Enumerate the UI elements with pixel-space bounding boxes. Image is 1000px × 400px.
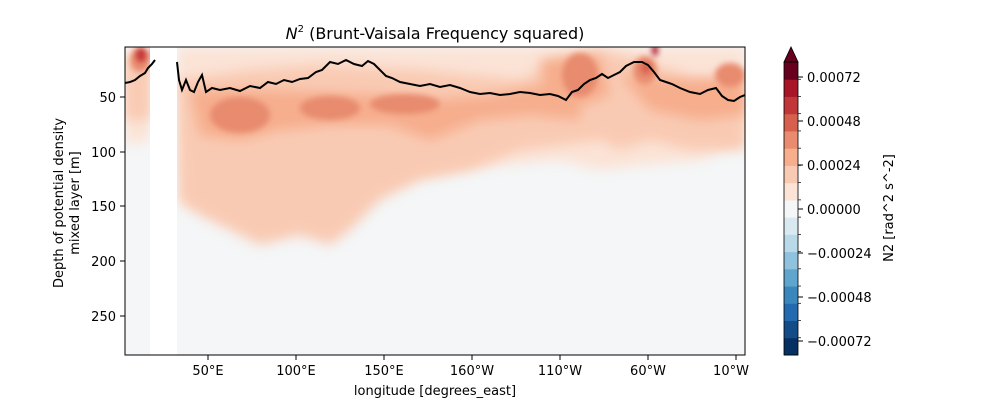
colorbar-segment: [784, 337, 798, 356]
x-tick-label: 160°W: [450, 364, 494, 379]
title-superscript: 2: [298, 24, 304, 35]
colorbar-tick-label: −0.00048: [807, 291, 872, 306]
x-tick-label: 110°W: [538, 364, 582, 379]
colorbar-minor-ticks: [798, 78, 801, 339]
missing-data-gap: [150, 47, 177, 355]
colorbar-segment: [784, 130, 798, 149]
colorbar-label: N2 [rad^2 s^-2]: [882, 154, 897, 262]
x-tick-label: 100°E: [276, 364, 316, 379]
plot-area: [125, 47, 745, 355]
colorbar-segment: [784, 199, 798, 218]
x-tick-label: 10°W: [713, 364, 749, 379]
y-axis-label-line2: mixed layer [m]: [68, 151, 83, 255]
y-tick-label: 100: [91, 146, 116, 161]
chart-title: N2 (Brunt-Vaisala Frequency squared): [286, 24, 585, 43]
colorbar-segment: [784, 251, 798, 270]
colorbar-segment: [784, 286, 798, 304]
colorbar-tick-label: −0.00072: [807, 335, 872, 350]
colorbar-tick-label: 0.00000: [807, 203, 861, 218]
colorbar-segment: [784, 79, 798, 97]
y-axis: 50 100 150 200 250 Depth of potential de…: [52, 91, 125, 325]
colorbar-segment: [784, 234, 798, 253]
colorbar-tick-label: 0.00048: [807, 115, 861, 130]
y-tick-label: 250: [91, 310, 116, 325]
y-tick-label: 50: [99, 91, 116, 106]
title-rest: (Brunt-Vaisala Frequency squared): [304, 24, 584, 43]
colorbar-segment: [784, 320, 798, 339]
y-tick-label: 200: [91, 255, 116, 270]
colorbar-segments: [784, 62, 798, 356]
y-axis-label-line1: Depth of potential density: [52, 118, 67, 288]
colorbar-segment: [784, 165, 798, 184]
colorbar-segment: [784, 62, 798, 80]
x-tick-label: 150°E: [364, 364, 404, 379]
colorbar-segment: [784, 217, 798, 235]
title-symbol: N: [286, 24, 298, 43]
x-tick-label: 50°E: [192, 364, 223, 379]
x-tick-label: 60°W: [630, 364, 666, 379]
colorbar-segment: [784, 268, 798, 287]
colorbar-segment: [784, 182, 798, 201]
colorbar-tick-label: 0.00024: [807, 159, 861, 174]
colorbar-segment: [784, 148, 798, 166]
mixed-layer-depth-line: [125, 58, 745, 103]
colorbar-tick-label: −0.00024: [807, 247, 872, 262]
colorbar-segment: [784, 303, 798, 322]
colorbar: 0.00072 0.00048 0.00024 0.00000 −0.00024…: [783, 46, 897, 356]
colorbar-segment: [784, 96, 798, 115]
x-axis-label: longitude [degrees_east]: [354, 384, 516, 399]
colorbar-segment: [784, 113, 798, 132]
plot-frame: [124, 46, 746, 356]
field-band-strong: [130, 48, 745, 133]
colorbar-tick-label: 0.00072: [807, 71, 861, 86]
y-tick-label: 150: [91, 200, 116, 215]
x-axis: 50°E 100°E 150°E 160°W 110°W 60°W 10°W l…: [192, 355, 749, 399]
colorbar-extend-arrow: [783, 46, 799, 63]
